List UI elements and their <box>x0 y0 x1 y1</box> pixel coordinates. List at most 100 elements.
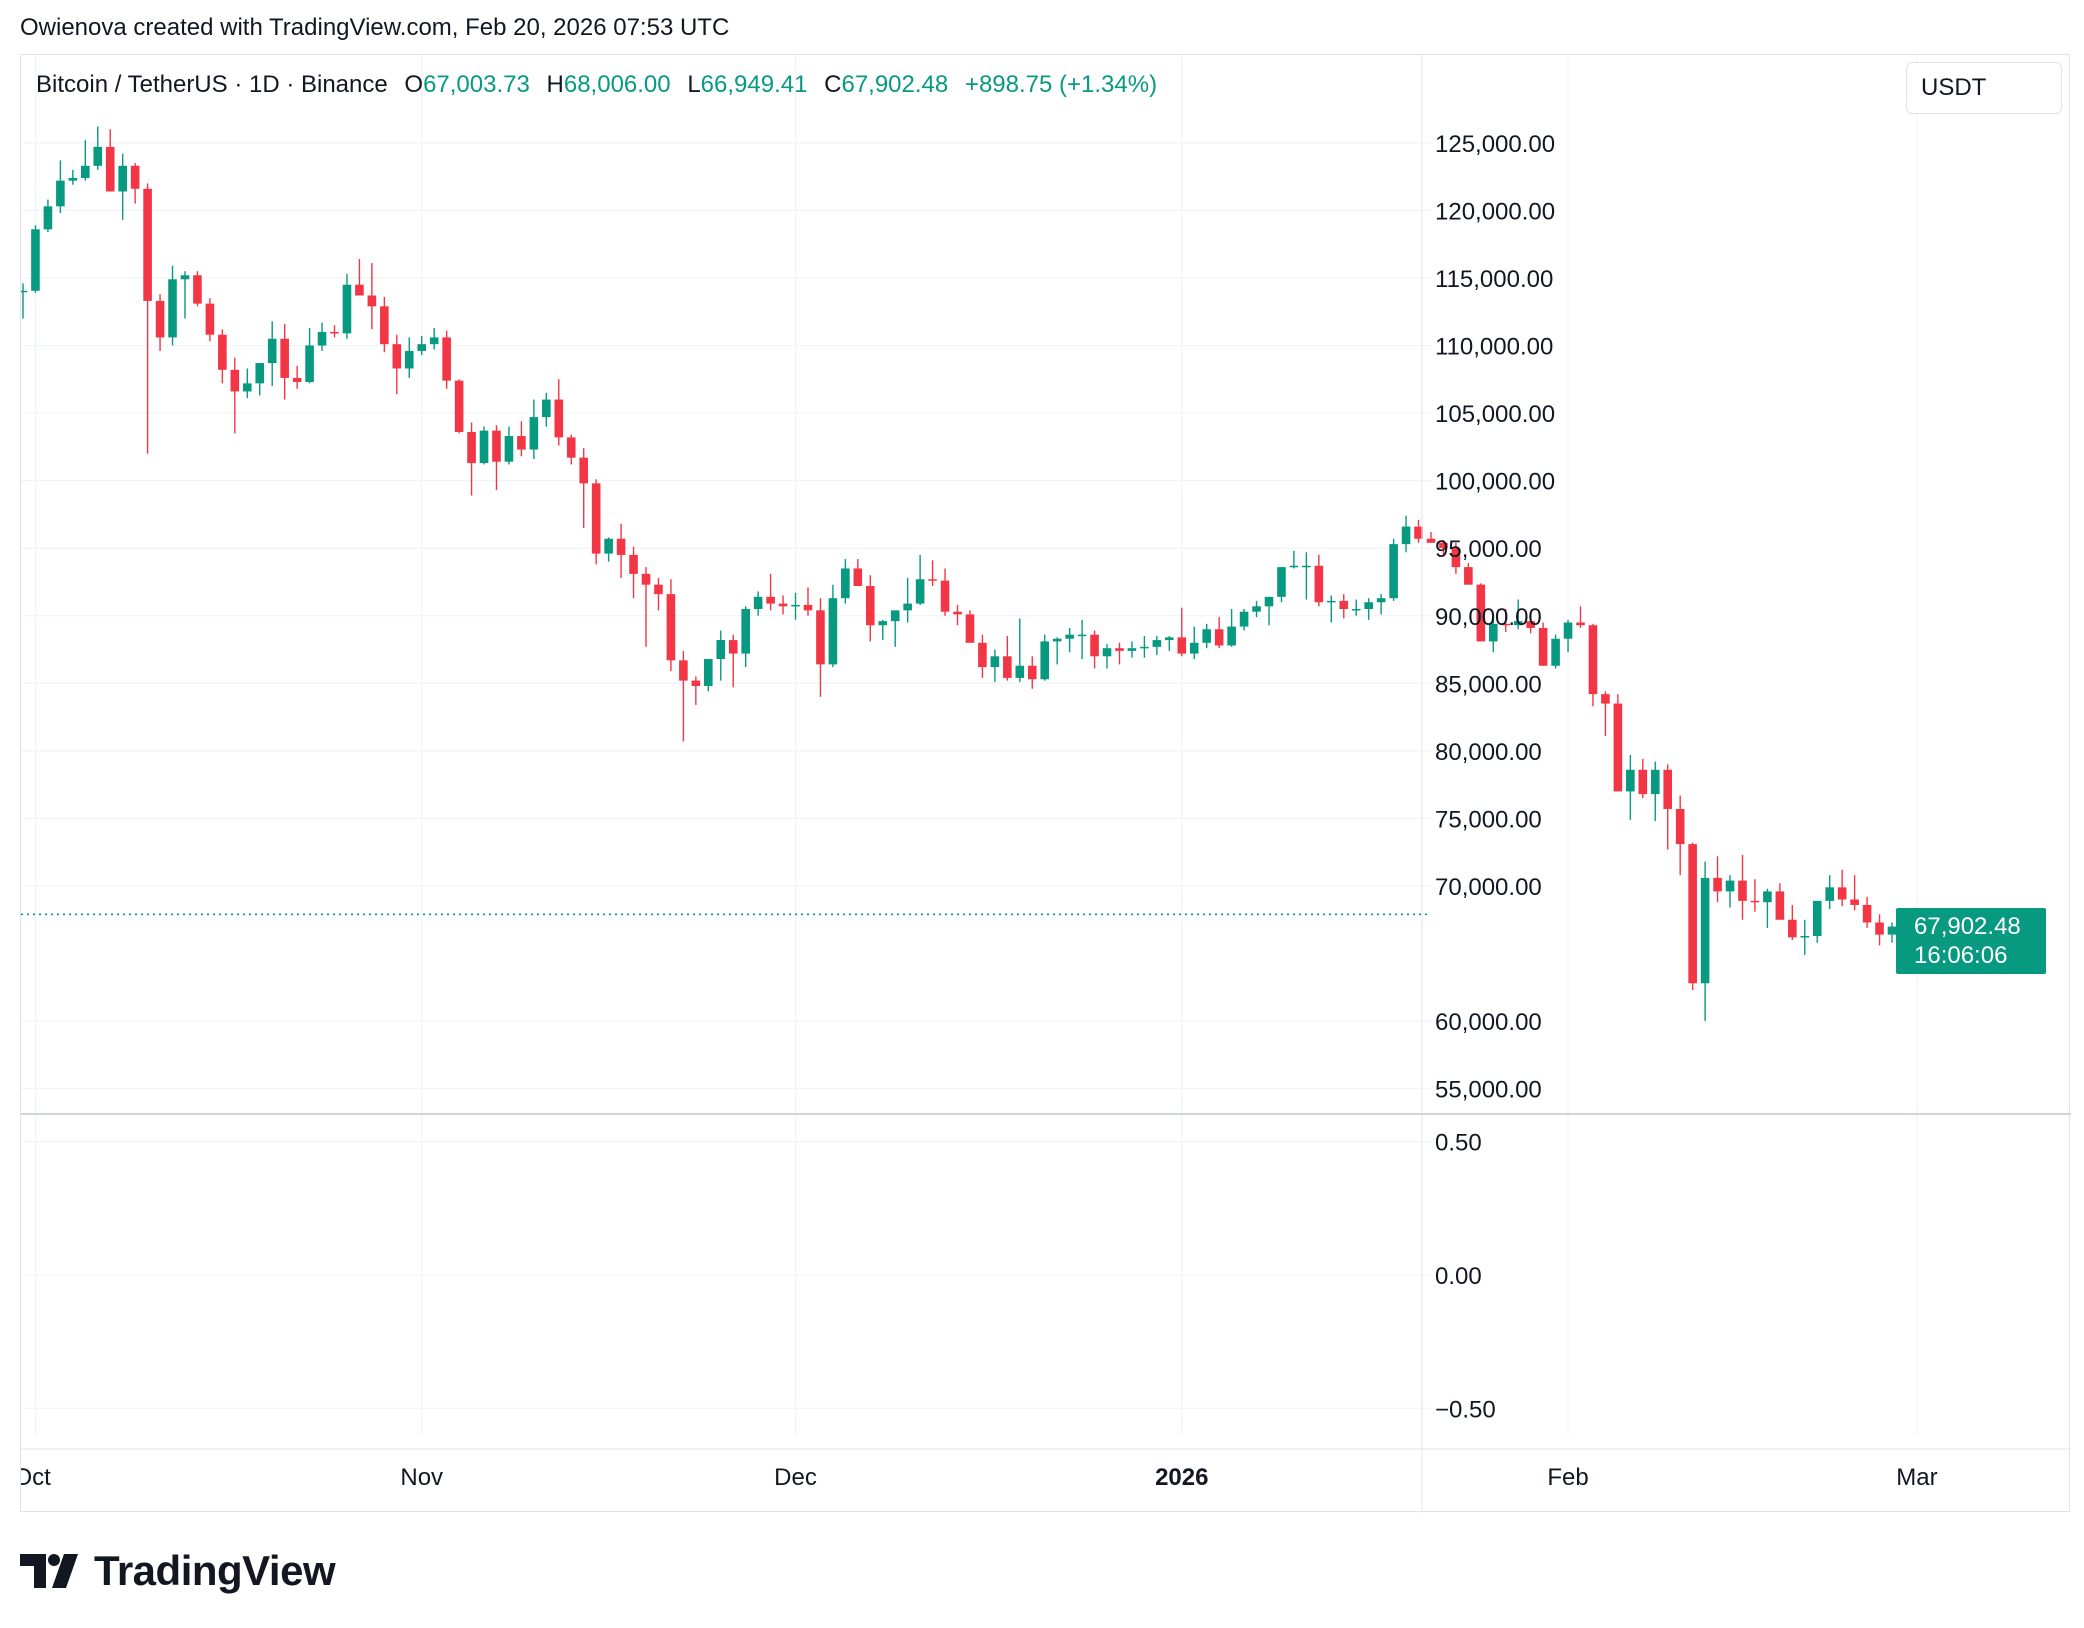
candle-body <box>292 377 302 382</box>
candles <box>21 126 1909 1022</box>
candle-body <box>1077 634 1087 637</box>
candle-down <box>666 579 676 672</box>
candle-body <box>1538 627 1548 666</box>
time-axis-label: 2026 <box>1155 1464 1208 1491</box>
tradingview-logo-text: TradingView <box>94 1547 336 1594</box>
candle-body <box>778 603 788 607</box>
candle-body <box>1003 656 1012 678</box>
candle-up <box>890 610 900 647</box>
candle-up <box>255 363 265 396</box>
candle-down <box>1214 617 1224 649</box>
candle-body <box>616 538 626 555</box>
candle-up <box>1488 618 1498 653</box>
candle-body <box>442 337 451 381</box>
candle-up <box>404 337 414 378</box>
candle-up <box>93 126 103 170</box>
candle-body <box>43 206 53 230</box>
candle-body <box>1052 638 1062 642</box>
candle-body <box>1239 611 1249 627</box>
candle-body <box>878 621 888 626</box>
candle-down <box>193 271 202 307</box>
candle-body <box>1140 646 1149 649</box>
candle-down <box>454 379 464 434</box>
low-label: L <box>687 71 701 98</box>
candle-body <box>1825 887 1834 901</box>
candle-up <box>43 199 53 233</box>
time-axis: Oct Nov Dec 2026 Feb Mar <box>21 1464 1938 1491</box>
candle-body <box>940 580 950 612</box>
time-axis-label: Mar <box>1896 1464 1937 1491</box>
candle-up <box>1364 598 1373 620</box>
candle-down <box>853 559 863 587</box>
candle-down <box>1613 694 1623 792</box>
candle-down <box>654 577 663 611</box>
candle-up <box>1189 626 1199 659</box>
candle-body <box>56 180 65 207</box>
candle-down <box>1775 883 1785 920</box>
candle-down <box>205 298 215 342</box>
candle-body <box>93 146 103 166</box>
candle-body <box>105 146 115 192</box>
candle-body <box>193 275 202 304</box>
price-axis-label: 75,000.00 <box>1435 806 1542 833</box>
candle-up <box>118 153 127 220</box>
candle-up <box>56 160 65 214</box>
candle-down <box>1501 608 1511 632</box>
candle-down <box>1439 540 1448 557</box>
candle-up <box>1239 608 1249 631</box>
candle-down <box>1314 554 1324 607</box>
candle-up <box>1825 875 1834 909</box>
currency-button[interactable]: USDT <box>1906 62 2062 114</box>
candle-down <box>978 634 987 678</box>
candle-body <box>392 344 402 369</box>
candle-down <box>367 263 377 330</box>
candle-down <box>766 573 775 611</box>
candle-up <box>1264 596 1274 626</box>
candle-body <box>704 658 713 687</box>
candle-body <box>1177 637 1187 654</box>
candle-body <box>479 430 489 464</box>
candle-up <box>1563 619 1573 653</box>
price-axis-label: 60,000.00 <box>1435 1009 1542 1036</box>
candle-up <box>479 426 489 465</box>
candle-down <box>591 479 601 565</box>
candle-down <box>1576 606 1585 628</box>
price-axis-label: 85,000.00 <box>1435 671 1542 698</box>
candle-down <box>218 329 227 384</box>
candle-body <box>1302 565 1311 568</box>
candle-body <box>317 331 327 346</box>
candle-down <box>953 604 962 626</box>
candle-down <box>728 634 738 688</box>
tradingview-logo[interactable]: TradingView <box>20 1546 336 1596</box>
candle-down <box>143 183 152 454</box>
candle-down <box>1588 623 1598 707</box>
time-axis-label: Feb <box>1547 1464 1588 1491</box>
symbol-legend: Bitcoin / TetherUS · 1D · Binance O67,00… <box>36 71 1167 99</box>
candle-body <box>1862 904 1872 923</box>
candle-body <box>1887 926 1897 935</box>
candle-up <box>741 606 750 668</box>
candle-body <box>1227 626 1236 646</box>
candle-down <box>1027 656 1037 689</box>
candle-body <box>965 614 975 643</box>
candle-up <box>1015 618 1025 682</box>
candle-up <box>1725 875 1735 908</box>
chart-frame[interactable]: 125,000.00 120,000.00 115,000.00 110,000.00… <box>20 54 2071 1513</box>
candle-body <box>1451 548 1461 568</box>
low-value: 66,949.41 <box>700 71 808 98</box>
candle-up <box>68 169 78 185</box>
candle-up <box>791 592 800 620</box>
candle-body <box>865 586 875 626</box>
candle-body <box>978 642 987 668</box>
candle-body <box>1800 935 1810 938</box>
grid-lines <box>21 55 1918 1435</box>
candle-body <box>953 611 962 615</box>
candle-body <box>21 290 28 293</box>
candle-body <box>1389 544 1398 599</box>
candle-body <box>1526 621 1535 628</box>
candle-down <box>865 575 875 642</box>
candle-down <box>280 323 289 400</box>
price-axis-label: 115,000.00 <box>1435 266 1553 293</box>
candlestick-chart[interactable]: 125,000.00 120,000.00 115,000.00 110,000.00… <box>21 55 2071 1513</box>
candle-down <box>1451 542 1461 574</box>
